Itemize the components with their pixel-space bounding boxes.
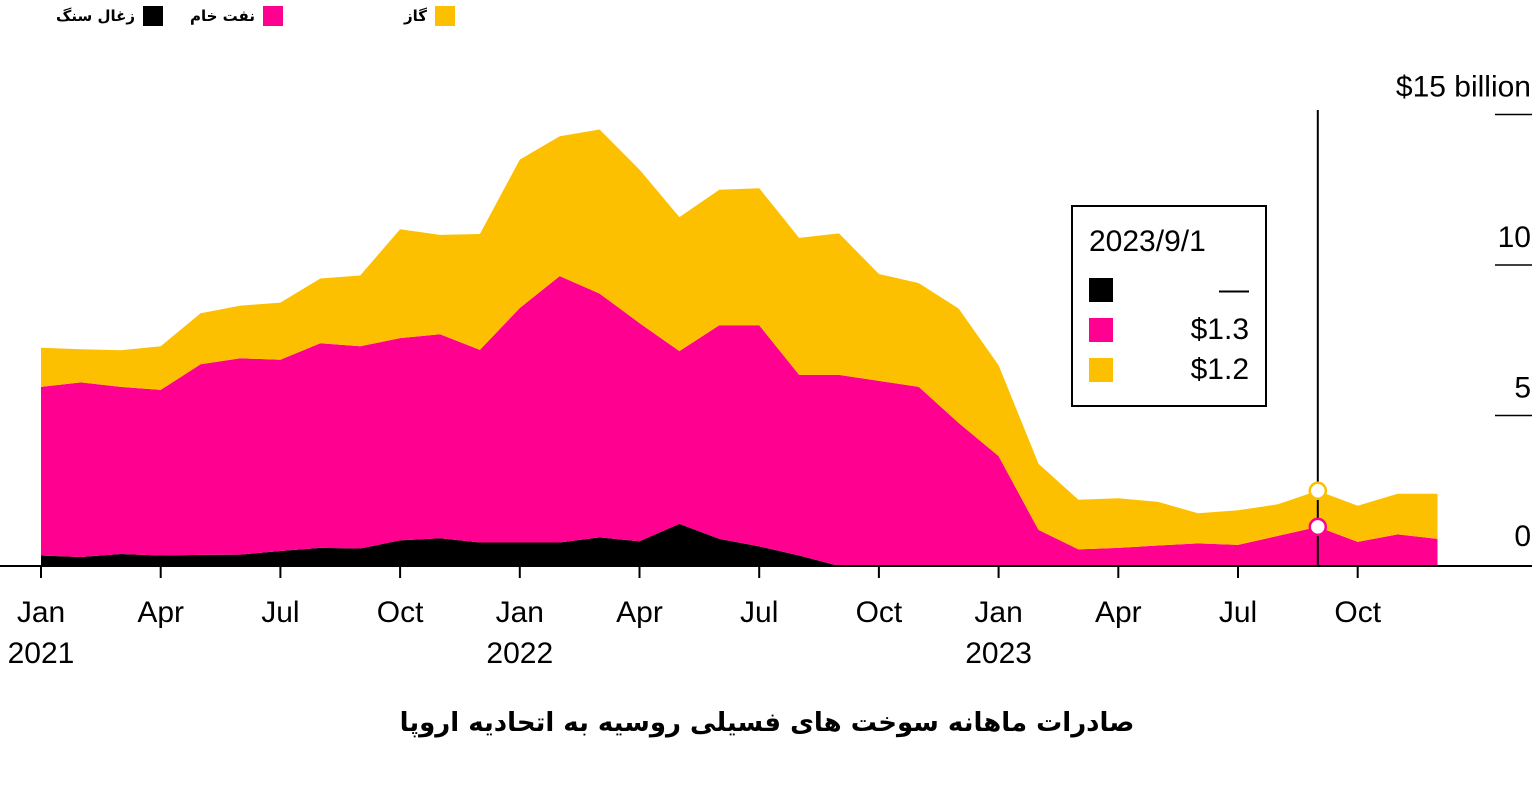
x-tick-label: Oct — [377, 596, 424, 629]
area-series-gas — [41, 129, 1438, 550]
x-axis: Jan 2021 Apr Jul Oct Jan 2022 Apr Jul Oct Jan 2023 A… — [8, 566, 1382, 670]
hover-markers — [1308, 481, 1328, 537]
x-tick-label: Jan — [974, 596, 1022, 629]
tooltip-value-oil: $1.3 — [1190, 313, 1249, 346]
x-tick-label: Apr — [616, 596, 663, 629]
tooltip-date: 2023/9/1 — [1089, 225, 1206, 258]
x-tick-label: Apr — [1095, 596, 1142, 629]
legend-swatch-gas — [435, 6, 455, 26]
area-series-oil — [41, 276, 1438, 566]
x-tick-year-label: 2021 — [8, 637, 75, 670]
y-tick-label: 10 — [1498, 221, 1531, 254]
stacked-areas — [41, 129, 1438, 566]
y-tick-label: 0 — [1514, 520, 1531, 553]
legend-item-gas[interactable]: گاز — [404, 6, 455, 26]
y-tick-label: $15 billion — [1396, 71, 1531, 104]
hover-tooltip: 2023/9/1 — $1.3 $1.2 — [1071, 205, 1267, 407]
legend-item-coal[interactable]: زغال سنگ — [56, 6, 163, 26]
tooltip-value-coal: — — [1219, 273, 1249, 306]
x-tick-label: Jan — [496, 596, 544, 629]
tooltip-swatch-gas — [1089, 358, 1113, 382]
area-series-coal — [41, 523, 1438, 566]
tooltip-swatch-oil — [1089, 318, 1113, 342]
y-axis: 0 5 10 $15 billion — [1396, 71, 1532, 553]
tooltip-row-gas: $1.2 — [1089, 353, 1249, 387]
legend-swatch-oil — [262, 6, 283, 26]
hover-marker-oil — [1308, 517, 1328, 537]
x-tick-label: Jul — [740, 596, 778, 629]
x-tick-year-label: 2023 — [965, 637, 1032, 670]
tooltip-row-coal: — — [1089, 273, 1249, 307]
hover-marker-gas — [1308, 481, 1328, 500]
tooltip-swatch-coal — [1089, 278, 1113, 302]
x-tick-label: Jan — [17, 596, 65, 629]
legend-label-oil: نفت خام — [190, 7, 255, 25]
x-tick-label: Jul — [261, 596, 299, 629]
legend-item-oil[interactable]: نفت خام — [190, 6, 283, 26]
legend-label-coal: زغال سنگ — [56, 7, 135, 25]
y-tick-label: 5 — [1514, 372, 1531, 405]
chart-title: صادرات ماهانه سوخت های فسیلی روسیه به ات… — [399, 708, 1135, 738]
tooltip-value-gas: $1.2 — [1190, 353, 1249, 386]
legend-label-gas: گاز — [404, 7, 427, 25]
x-tick-label: Apr — [137, 596, 184, 629]
x-tick-label: Oct — [1334, 596, 1381, 629]
tooltip-row-oil: $1.3 — [1089, 313, 1249, 347]
x-tick-label: Jul — [1219, 596, 1257, 629]
x-tick-year-label: 2022 — [486, 637, 553, 670]
x-tick-label: Oct — [856, 596, 903, 629]
legend-swatch-coal — [142, 6, 163, 26]
